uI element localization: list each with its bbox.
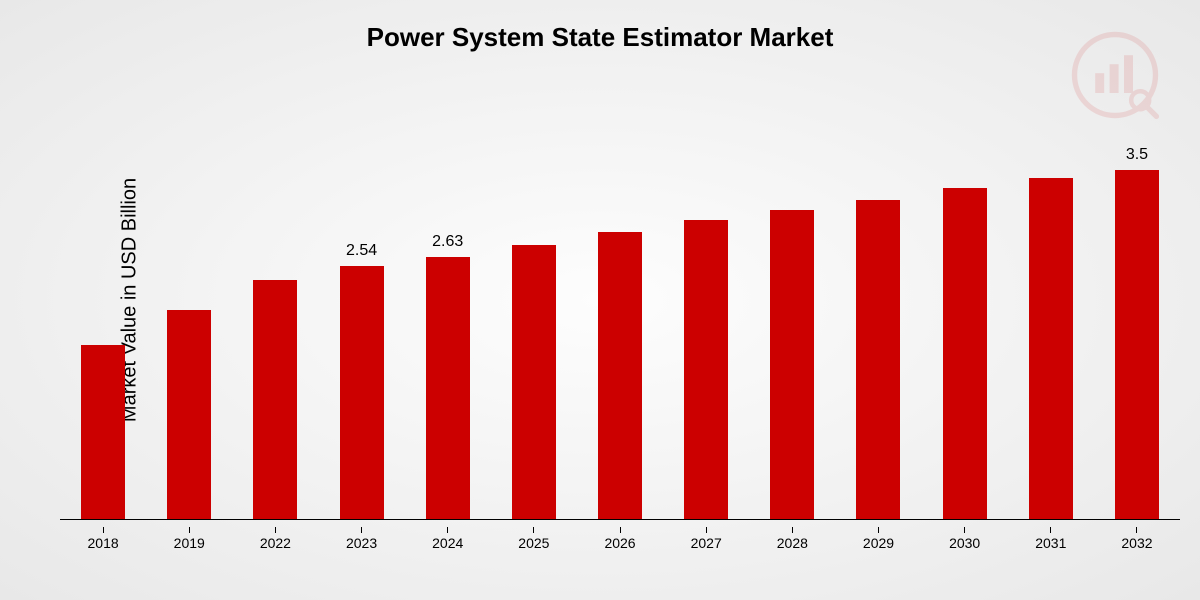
bar	[426, 257, 470, 520]
x-axis-label: 2032	[1121, 535, 1152, 551]
x-axis-label: 2027	[691, 535, 722, 551]
bar-slot	[491, 120, 577, 520]
x-axis-label: 2029	[863, 535, 894, 551]
bar	[856, 200, 900, 520]
bar	[340, 266, 384, 520]
x-tick	[792, 527, 793, 533]
x-tick-wrap: 2030	[922, 527, 1008, 551]
bars-row: 2.54 2.63 3.5	[60, 120, 1180, 520]
x-tick	[189, 527, 190, 533]
x-tick-wrap: 2019	[146, 527, 232, 551]
x-tick-wrap: 2023	[318, 527, 404, 551]
x-axis-label: 2022	[260, 535, 291, 551]
x-tick-wrap: 2025	[491, 527, 577, 551]
bar	[81, 345, 125, 520]
x-tick	[361, 527, 362, 533]
bar	[598, 232, 642, 520]
bar	[253, 280, 297, 520]
x-tick-wrap: 2032	[1094, 527, 1180, 551]
x-tick	[275, 527, 276, 533]
x-tick	[1050, 527, 1051, 533]
bar-slot	[60, 120, 146, 520]
bar-slot	[146, 120, 232, 520]
x-axis-label: 2023	[346, 535, 377, 551]
bar-slot: 2.63	[405, 120, 491, 520]
x-tick	[620, 527, 621, 533]
bar-slot	[663, 120, 749, 520]
bar-slot	[1008, 120, 1094, 520]
x-tick-wrap: 2028	[749, 527, 835, 551]
bar-slot	[835, 120, 921, 520]
x-axis-label: 2030	[949, 535, 980, 551]
plot-area: 2.54 2.63 3.5	[60, 120, 1180, 520]
bar	[770, 210, 814, 520]
bar	[1029, 178, 1073, 520]
bar-value-label: 2.54	[346, 242, 377, 260]
bar	[512, 245, 556, 520]
x-axis-baseline	[60, 519, 1180, 520]
bar	[1115, 170, 1159, 520]
chart-container: Power System State Estimator Market Mark…	[0, 0, 1200, 600]
x-axis-label: 2031	[1035, 535, 1066, 551]
bar-slot	[922, 120, 1008, 520]
x-tick	[533, 527, 534, 533]
x-axis-label: 2026	[604, 535, 635, 551]
bar-slot	[749, 120, 835, 520]
x-axis-label: 2024	[432, 535, 463, 551]
bar-slot: 3.5	[1094, 120, 1180, 520]
watermark-logo-icon	[1070, 30, 1160, 120]
bar-slot	[232, 120, 318, 520]
bar	[167, 310, 211, 520]
x-tick	[706, 527, 707, 533]
bar	[684, 220, 728, 520]
bar	[943, 188, 987, 520]
x-axis-label: 2028	[777, 535, 808, 551]
x-tick-wrap: 2031	[1008, 527, 1094, 551]
bar-slot	[577, 120, 663, 520]
bar-slot: 2.54	[318, 120, 404, 520]
x-axis-label: 2025	[518, 535, 549, 551]
x-tick	[1136, 527, 1137, 533]
x-axis-labels: 2018 2019 2022 2023 2024 2025 2026 2027 2028 2029…	[60, 527, 1180, 551]
x-tick	[878, 527, 879, 533]
x-tick-wrap: 2029	[835, 527, 921, 551]
x-tick-wrap: 2024	[405, 527, 491, 551]
x-tick-wrap: 2027	[663, 527, 749, 551]
x-tick	[447, 527, 448, 533]
x-tick-wrap: 2018	[60, 527, 146, 551]
x-axis-label: 2019	[174, 535, 205, 551]
x-tick	[964, 527, 965, 533]
x-tick	[103, 527, 104, 533]
x-axis-label: 2018	[88, 535, 119, 551]
bar-value-label: 2.63	[432, 233, 463, 251]
x-tick-wrap: 2022	[232, 527, 318, 551]
bar-value-label: 3.5	[1126, 146, 1148, 164]
chart-title: Power System State Estimator Market	[0, 22, 1200, 53]
x-tick-wrap: 2026	[577, 527, 663, 551]
